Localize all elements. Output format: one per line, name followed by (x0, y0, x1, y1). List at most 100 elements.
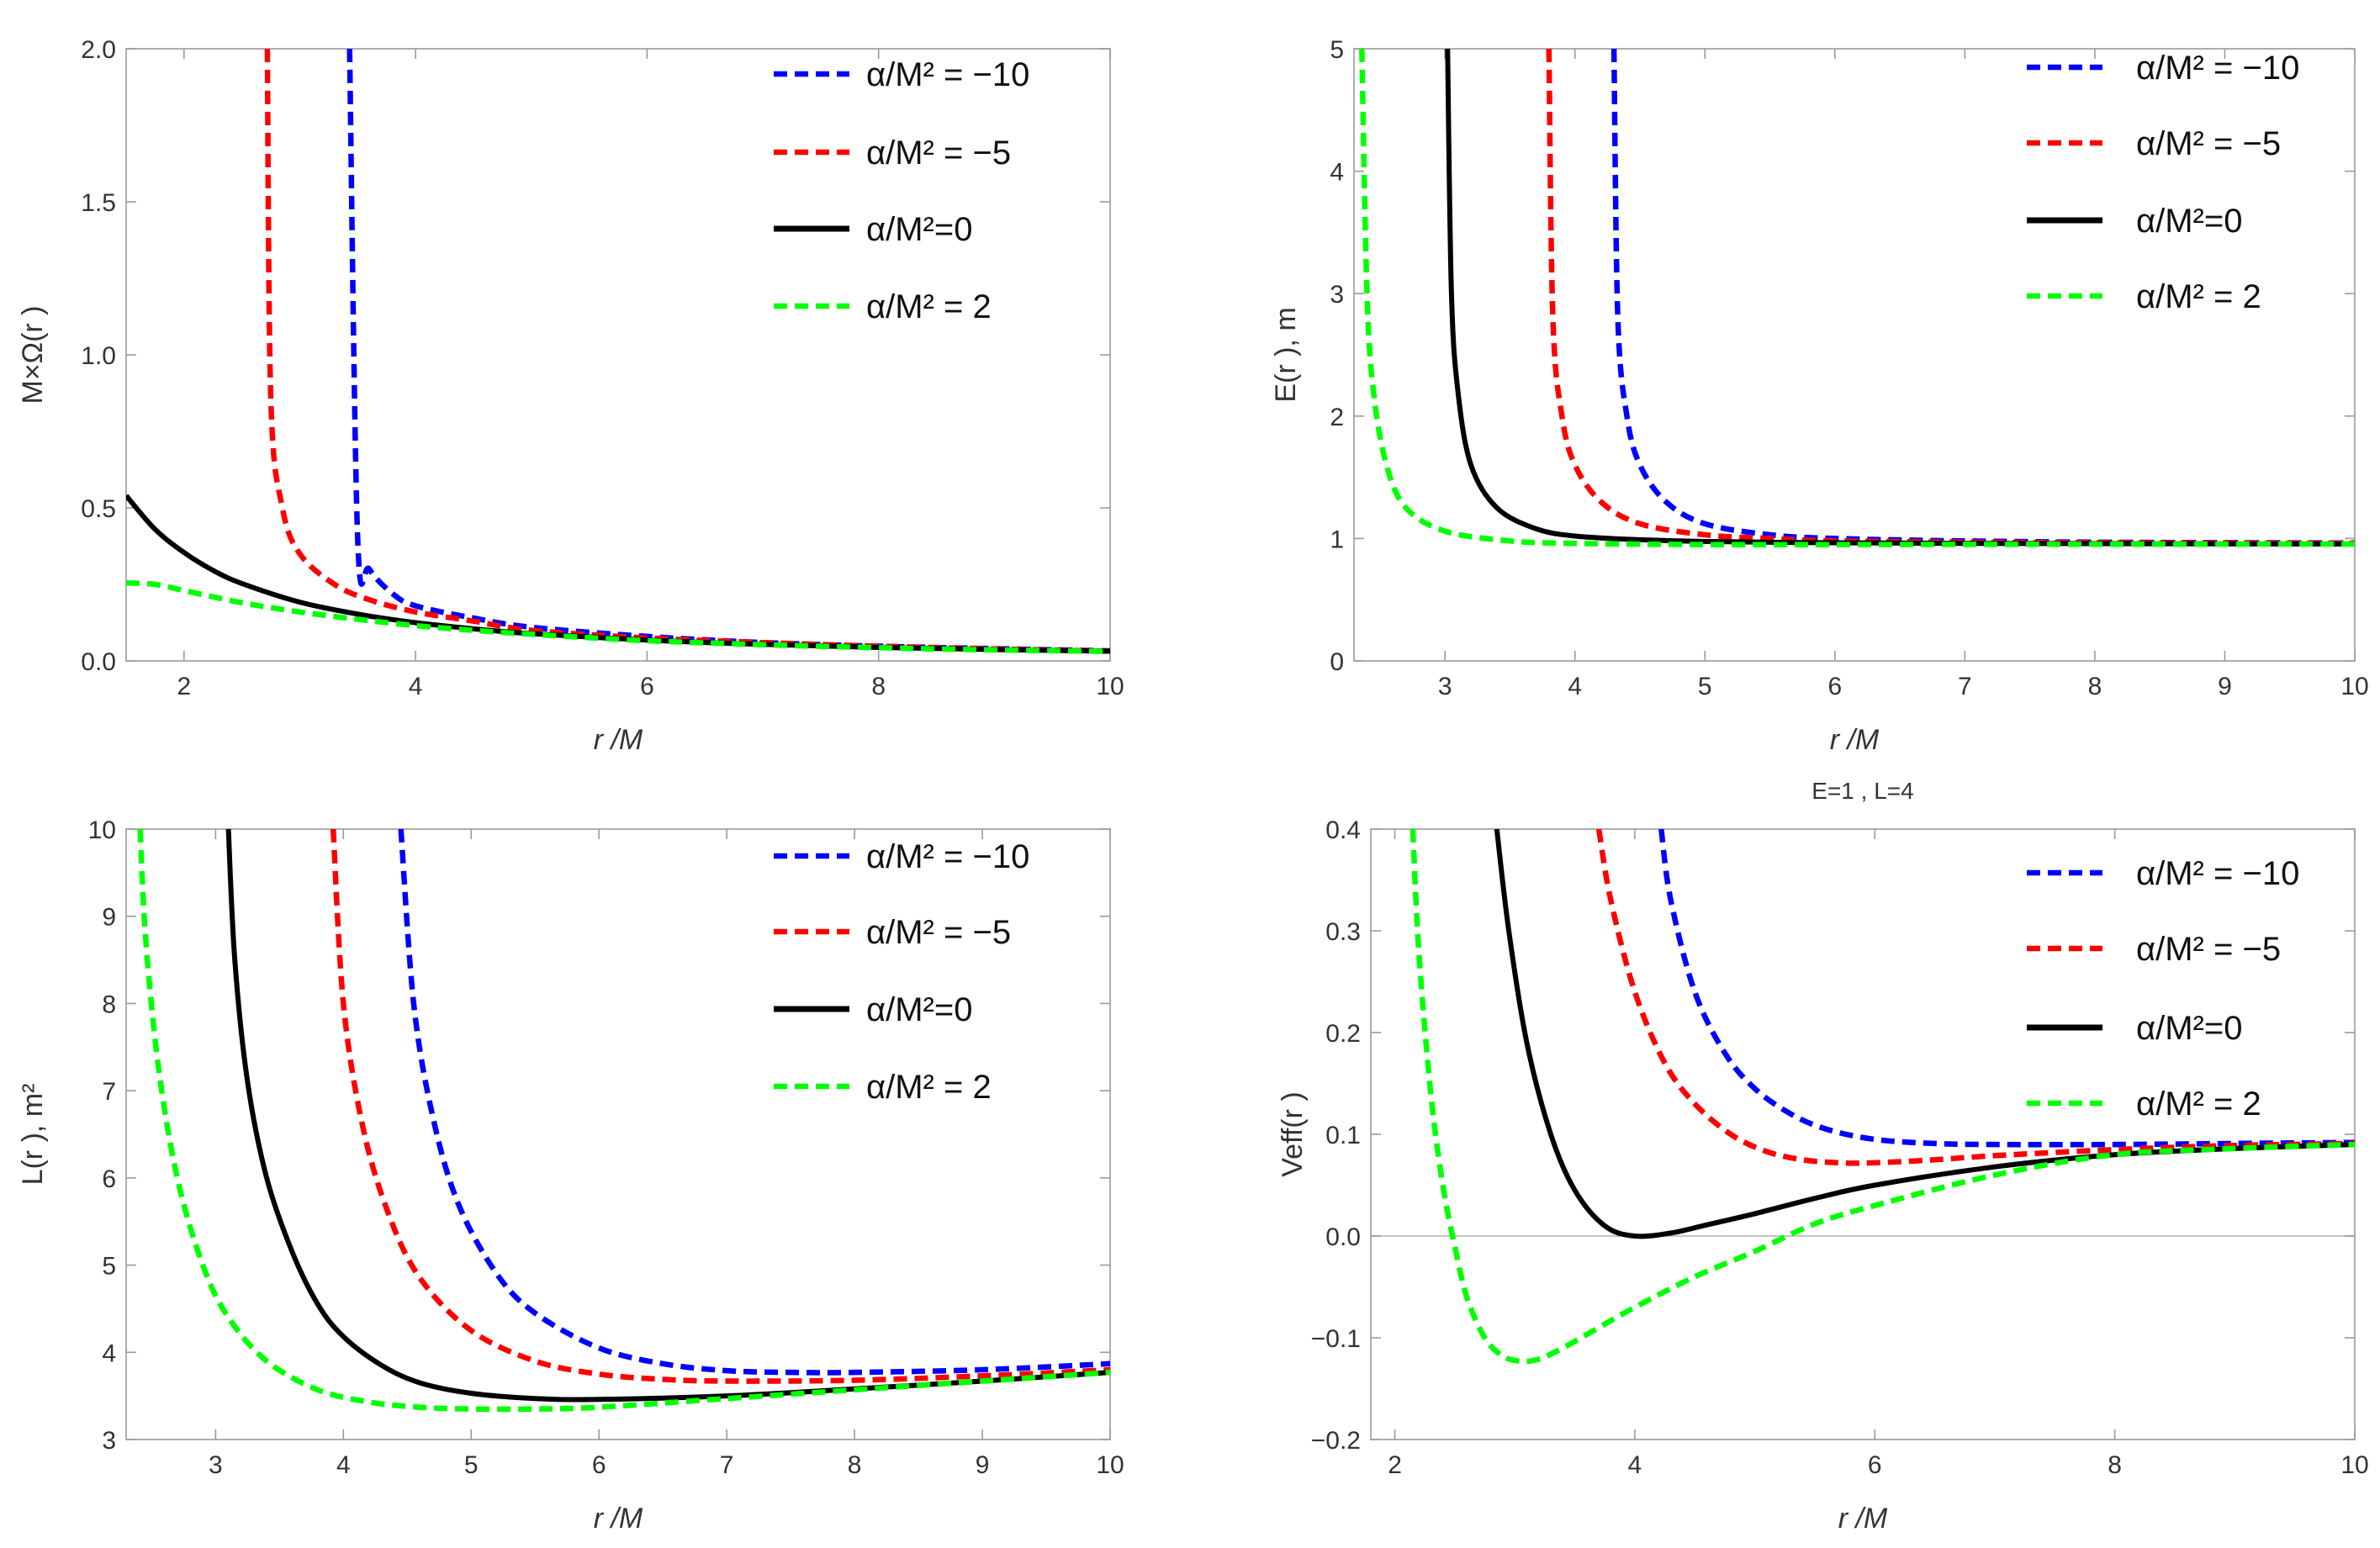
legend-label: α/M² = −10 (866, 838, 1029, 875)
x-tick-label: 8 (871, 673, 886, 700)
y-tick-label: 3 (1330, 281, 1344, 309)
x-tick-label: 5 (1698, 673, 1712, 700)
x-tick-label: 8 (848, 1451, 862, 1479)
x-tick-label: 5 (464, 1451, 479, 1479)
x-axis-label: r /M (1838, 1503, 1888, 1535)
x-tick-label: 9 (2218, 673, 2232, 700)
x-tick-label: 6 (640, 673, 654, 700)
legend-label: α/M²=0 (866, 991, 972, 1028)
chart-panel-1: 2 4 6 8 10 0.0 0.5 1.0 1.5 2.0 r /M M×Ω(r ) α/M² = −… (17, 36, 1124, 756)
series-line-2 (1595, 829, 2355, 1166)
y-tick-label: −0.2 (1311, 1427, 1361, 1455)
legend-label: α/M²=0 (2136, 1010, 2242, 1047)
legend: α/M² = −10 α/M² = −5 α/M²=0 α/M² = 2 (774, 56, 1029, 325)
y-tick-label: 9 (102, 904, 116, 932)
y-tick-label: −0.1 (1311, 1325, 1361, 1353)
plot-frame (125, 828, 1111, 1440)
series-line-4 (126, 579, 1110, 654)
x-tick-label: 3 (1438, 673, 1452, 700)
x-tick-label: 2 (177, 673, 191, 700)
plot-area (137, 829, 1110, 1413)
legend-label: α/M² = −10 (2136, 855, 2299, 892)
plot-area (1359, 49, 2355, 548)
y-tick-label: 0.3 (1325, 918, 1361, 946)
series-line-4 (137, 829, 1110, 1413)
y-tick-label: 2.0 (81, 36, 116, 64)
x-tick-label: 4 (1628, 1451, 1642, 1479)
x-tick-label: 10 (2340, 1451, 2368, 1479)
legend-label: α/M² = −5 (2136, 931, 2281, 968)
chart-panel-3: 3 4 5 6 7 8 9 10 3 4 5 6 7 8 9 10 r /M L(r ), m² α/M² = −1… (17, 816, 1124, 1535)
series-line-3 (126, 494, 1110, 654)
y-tick-label: 6 (102, 1165, 116, 1193)
y-tick-label: 0.0 (81, 648, 116, 676)
legend: α/M² = −10 α/M² = −5 α/M²=0 α/M² = 2 (2027, 50, 2299, 315)
legend-label: α/M² = 2 (866, 1069, 992, 1106)
series-line-4 (1409, 829, 2355, 1365)
x-tick-label: 10 (2340, 673, 2368, 700)
legend: α/M² = −10 α/M² = −5 α/M²=0 α/M² = 2 (774, 838, 1029, 1106)
legend-label: α/M² = −5 (866, 914, 1011, 951)
legend-label: α/M² = −10 (2136, 50, 2299, 87)
y-tick-label: 8 (102, 991, 116, 1018)
y-axis-label: L(r ), m² (17, 1084, 49, 1186)
x-tick-label: 8 (2088, 673, 2102, 700)
y-tick-label: 0 (1330, 648, 1344, 676)
y-tick-label: 1.0 (81, 342, 116, 370)
x-tick-label: 7 (1958, 673, 1972, 700)
y-tick-label: 4 (102, 1339, 116, 1367)
x-tick-label: 9 (976, 1451, 990, 1479)
legend-label: α/M² = −10 (866, 56, 1029, 93)
x-tick-label: 6 (592, 1451, 606, 1479)
y-axis-label: Veff(r ) (1277, 1091, 1309, 1176)
x-tick-label: 10 (1096, 673, 1124, 700)
y-tick-label: 1.5 (81, 189, 116, 217)
legend-label: α/M²=0 (2136, 203, 2242, 240)
plot-area (126, 49, 1110, 654)
x-tick-label: 10 (1096, 1451, 1124, 1479)
legend-label: α/M² = 2 (2136, 278, 2261, 315)
series-line-1 (346, 49, 1110, 654)
y-tick-label: 0.1 (1325, 1122, 1361, 1149)
chart-title: E=1 , L=4 (1811, 778, 1913, 804)
y-tick-label: 10 (88, 816, 116, 844)
series-line-1 (398, 829, 1110, 1376)
x-tick-label: 6 (1827, 673, 1842, 700)
x-tick-label: 6 (1868, 1451, 1882, 1479)
x-tick-label: 4 (336, 1451, 351, 1479)
y-axis-label: M×Ω(r ) (17, 305, 49, 404)
series-line-2 (330, 829, 1110, 1384)
x-axis-label: r /M (594, 1503, 643, 1535)
plot-frame (1353, 48, 2356, 662)
y-tick-label: 0.5 (81, 495, 116, 523)
legend-label: α/M²=0 (866, 211, 972, 248)
y-tick-label: 1 (1330, 526, 1344, 553)
series-line-2 (264, 49, 1110, 654)
series-line-1 (1658, 829, 2355, 1148)
legend-label: α/M² = 2 (2136, 1086, 2261, 1123)
y-tick-label: 0.0 (1325, 1223, 1361, 1251)
y-tick-label: 5 (102, 1253, 116, 1281)
x-axis-label: r /M (1830, 724, 1880, 756)
y-tick-label: 0.4 (1325, 816, 1361, 844)
series-line-3 (225, 829, 1110, 1403)
plot-area (1409, 829, 2355, 1365)
y-tick-label: 0.2 (1325, 1020, 1361, 1048)
x-tick-label: 4 (409, 673, 423, 700)
legend: α/M² = −10 α/M² = −5 α/M²=0 α/M² = 2 (2027, 855, 2299, 1123)
y-tick-label: 4 (1330, 159, 1344, 187)
y-tick-label: 7 (102, 1078, 116, 1106)
plot-frame (1370, 828, 2356, 1440)
x-tick-label: 3 (209, 1451, 223, 1479)
chart-panel-4: 2 4 6 8 10 −0.2 −0.1 0.0 0.1 0.2 0.3 0.4 r /M Veff(r … (1277, 778, 2369, 1535)
x-tick-label: 7 (720, 1451, 734, 1479)
x-tick-label: 8 (2108, 1451, 2122, 1479)
series-line-4 (1359, 49, 2355, 548)
legend-label: α/M² = −5 (866, 135, 1011, 172)
y-tick-label: 2 (1330, 404, 1344, 431)
y-tick-label: 3 (102, 1427, 116, 1455)
x-tick-label: 4 (1568, 673, 1582, 700)
y-axis-label: E(r ), m (1270, 307, 1302, 402)
